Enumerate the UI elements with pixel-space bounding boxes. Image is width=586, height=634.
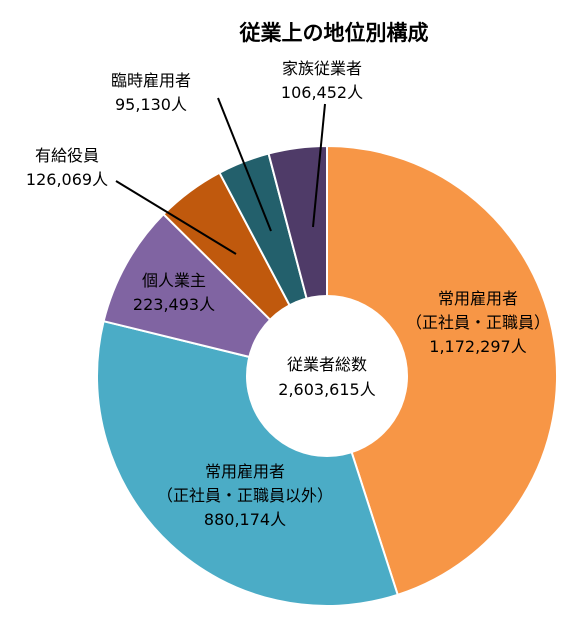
slice-label-temporary: 臨時雇用者 95,130人 bbox=[111, 71, 191, 114]
slice-labels-group: 常用雇用者（正社員・正職員） 1,172,297人常用雇用者（正社員・正職員以外）… bbox=[26, 59, 550, 529]
leader-lines-group bbox=[115, 97, 326, 255]
slice-regular-fulltime bbox=[326, 144, 559, 597]
donut-hole bbox=[246, 295, 408, 457]
leader-line-family-workers bbox=[312, 103, 326, 228]
leader-line-temporary bbox=[217, 97, 272, 232]
slice-label-self-employed: 個人業主 223,493人 bbox=[133, 271, 215, 314]
slice-label-regular-other: 常用雇用者（正社員・正職員以外） 880,174人 bbox=[157, 462, 333, 529]
chart-title: 従業上の地位別構成 bbox=[239, 21, 429, 45]
center-total-label: 従業者総数 bbox=[287, 355, 367, 374]
slice-label-family-workers: 家族従業者 106,452人 bbox=[281, 59, 363, 102]
slice-label-regular-fulltime: 常用雇用者（正社員・正職員） 1,172,297人 bbox=[406, 289, 550, 356]
slice-label-paid-officers: 有給役員 126,069人 bbox=[26, 146, 108, 189]
center-total-value: 2,603,615人 bbox=[278, 380, 375, 399]
leader-line-paid-officers bbox=[115, 180, 237, 255]
